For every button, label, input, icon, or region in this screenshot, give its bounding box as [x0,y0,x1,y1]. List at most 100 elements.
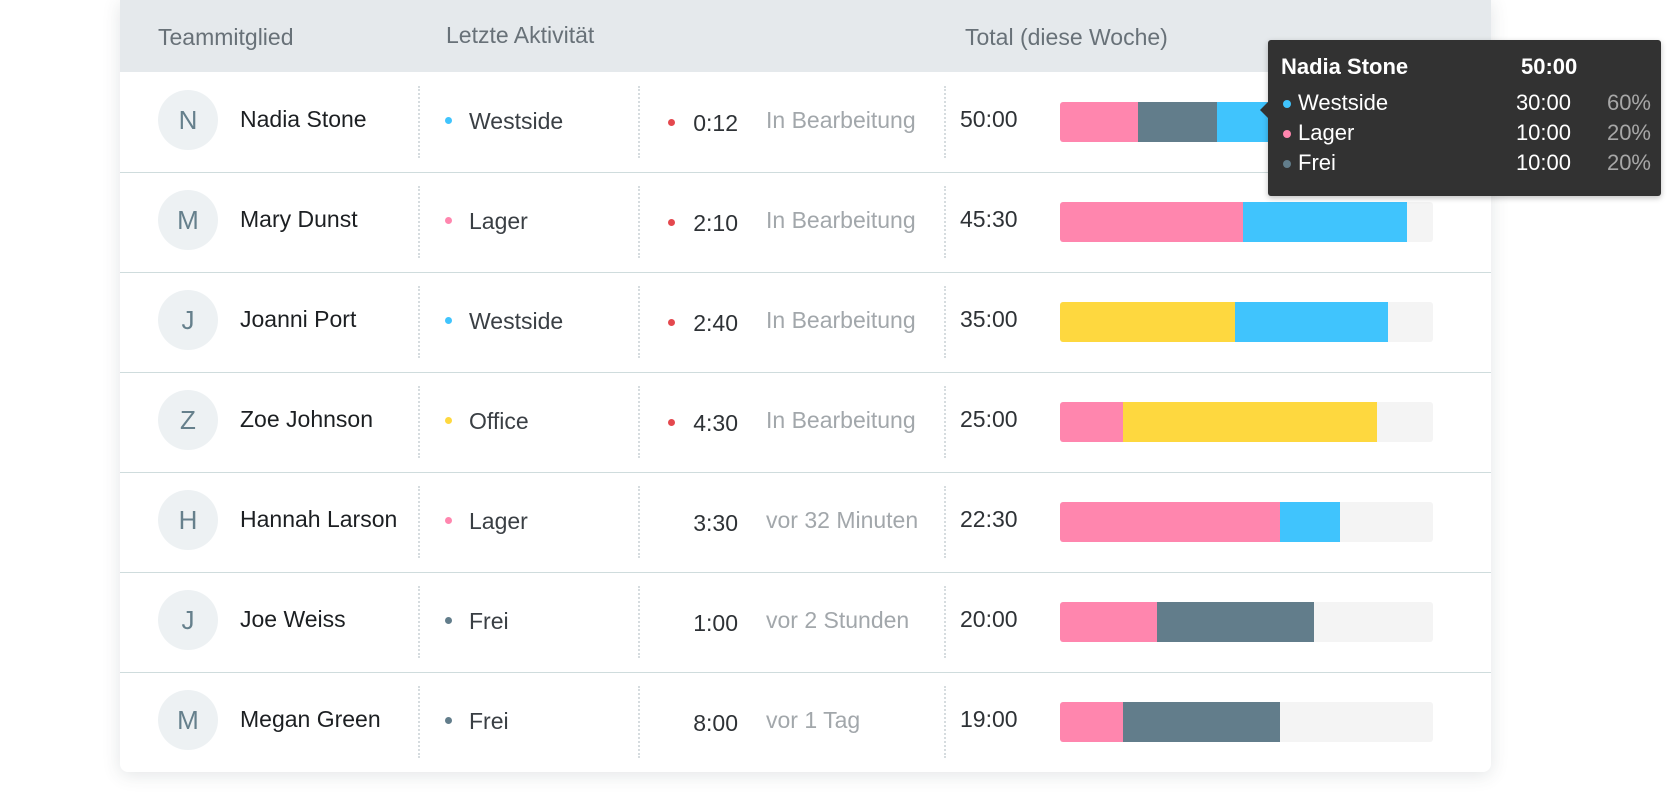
weekly-total: 45:30 [960,206,1018,232]
table-row[interactable]: J Joanni Port Westside 2:40 In Bearbeitung 35… [120,272,1491,373]
activity-time: 3:30 [693,510,738,536]
activity-time: 1:00 [693,610,738,636]
weekly-total: 19:00 [960,706,1018,732]
weekly-total: 35:00 [960,306,1018,332]
tooltip-line-value: 10:00 [1515,150,1571,175]
column-divider [418,86,420,158]
column-divider [944,286,946,358]
bar-segment-office[interactable] [1060,302,1236,342]
tooltip-dot-icon [1283,100,1291,108]
column-divider [638,486,640,558]
member-name[interactable]: Joanni Port [240,306,357,332]
location-label: Office [469,408,529,434]
table-row[interactable]: M Mary Dunst Lager 2:10 In Bearbeitung 45:30 [120,172,1491,273]
member-name[interactable]: Hannah Larson [240,506,398,532]
location-dot-icon [445,117,452,124]
column-divider [944,586,946,658]
tooltip-arrow [1260,102,1268,118]
time-breakdown-bar[interactable] [1060,202,1433,242]
bar-segment-lager[interactable] [1060,102,1139,142]
column-divider [418,486,420,558]
tooltip-line-label: Frei [1298,150,1336,175]
time-breakdown-bar[interactable] [1060,702,1433,742]
bar-segment-lager[interactable] [1060,402,1124,442]
bar-tooltip: Nadia Stone 50:00 Westside 30:00 60% Lager 1… [1260,40,1661,196]
column-divider [944,486,946,558]
time-breakdown-bar[interactable] [1060,602,1433,642]
tooltip-dot-icon [1283,130,1291,138]
member-name[interactable]: Joe Weiss [240,606,346,632]
bar-segment-office[interactable] [1123,402,1378,442]
tooltip-line-percent: 60% [1606,90,1651,115]
bar-segment-westside[interactable] [1235,302,1389,342]
tooltip-line-label: Lager [1298,120,1355,145]
location-label: Lager [469,208,528,234]
location-label: Frei [469,708,509,734]
column-divider [638,586,640,658]
member-name[interactable]: Nadia Stone [240,106,367,132]
bar-segment-lager[interactable] [1060,202,1243,242]
bar-segment-frei[interactable] [1138,102,1217,142]
column-divider [418,186,420,258]
activity-status: In Bearbeitung [766,107,916,133]
time-breakdown-bar[interactable] [1060,302,1433,342]
activity-time: 0:12 [693,110,738,136]
avatar: H [158,490,218,550]
bar-segment-frei[interactable] [1123,702,1281,742]
activity-status: In Bearbeitung [766,207,916,233]
team-activity-table: Teammitglied Letzte Aktivität Total (die… [120,0,1491,772]
column-divider [944,686,946,758]
active-status-dot-icon [668,319,675,326]
location-label: Westside [469,108,564,134]
table-row[interactable]: Z Zoe Johnson Office 4:30 In Bearbeitung 25:0… [120,372,1491,473]
bar-segment-westside[interactable] [1280,502,1340,542]
avatar: J [158,290,218,350]
member-name[interactable]: Megan Green [240,706,381,732]
active-status-dot-icon [668,419,675,426]
tooltip-line: Frei 10:00 20% [1281,150,1651,178]
table-row[interactable]: J Joe Weiss Frei 1:00 vor 2 Stunden 20:00 [120,572,1491,673]
avatar: J [158,590,218,650]
bar-segment-lager[interactable] [1060,702,1124,742]
column-divider [418,386,420,458]
location-dot-icon [445,717,452,724]
location-label: Lager [469,508,528,534]
location-dot-icon [445,617,452,624]
tooltip-line-percent: 20% [1606,120,1651,145]
column-divider [638,286,640,358]
table-row[interactable]: H Hannah Larson Lager 3:30 vor 32 Minuten 22:… [120,472,1491,573]
avatar: N [158,90,218,150]
tooltip-line: Westside 30:00 60% [1281,90,1651,118]
column-divider [418,286,420,358]
activity-status: In Bearbeitung [766,407,916,433]
avatar: Z [158,390,218,450]
column-divider [638,86,640,158]
location-dot-icon [445,317,452,324]
tooltip-line-value: 10:00 [1515,120,1571,145]
tooltip-name: Nadia Stone [1281,54,1409,79]
member-name[interactable]: Zoe Johnson [240,406,373,432]
table-header: Teammitglied Letzte Aktivität Total (die… [120,0,1491,72]
bar-segment-lager[interactable] [1060,602,1157,642]
location-dot-icon [445,417,452,424]
table-row[interactable]: M Megan Green Frei 8:00 vor 1 Tag 19:00 [120,672,1491,772]
location-label: Frei [469,608,509,634]
bar-segment-lager[interactable] [1060,502,1281,542]
activity-status: vor 1 Tag [766,707,861,733]
column-divider [418,686,420,758]
activity-status: In Bearbeitung [766,307,916,333]
column-divider [638,386,640,458]
header-activity: Letzte Aktivität [446,22,595,48]
column-divider [944,186,946,258]
weekly-total: 25:00 [960,406,1018,432]
time-breakdown-bar[interactable] [1060,402,1433,442]
time-breakdown-bar[interactable] [1060,502,1433,542]
bar-segment-frei[interactable] [1156,602,1314,642]
header-total: Total (diese Woche) [965,24,1168,50]
active-status-dot-icon [668,219,675,226]
tooltip-line-label: Westside [1298,90,1389,115]
tooltip-line: Lager 10:00 20% [1281,120,1651,148]
bar-segment-westside[interactable] [1242,202,1407,242]
member-name[interactable]: Mary Dunst [240,206,358,232]
location-dot-icon [445,517,452,524]
